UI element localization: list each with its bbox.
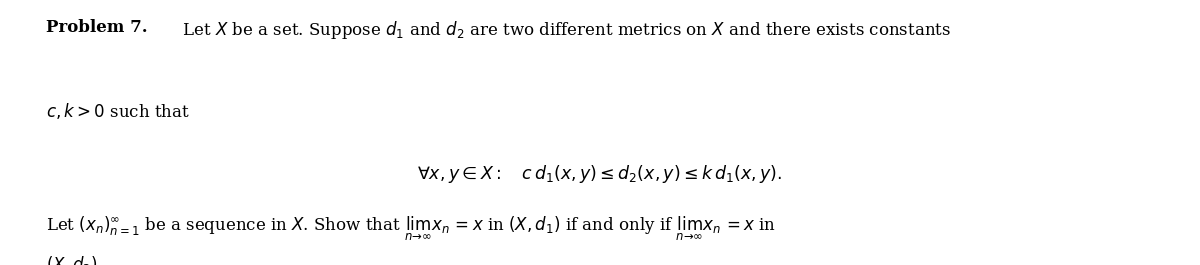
Text: $(X, d_2)$.: $(X, d_2)$. — [46, 254, 103, 265]
Text: Let $(x_n)_{n=1}^{\infty}$ be a sequence in $X$. Show that $\lim_{n \to \infty} : Let $(x_n)_{n=1}^{\infty}$ be a sequence… — [46, 215, 775, 243]
Text: Problem 7.: Problem 7. — [46, 19, 148, 36]
Text: $\forall x, y \in X: \quad c\,d_1(x, y) \leq d_2(x, y) \leq k\,d_1(x, y).$: $\forall x, y \in X: \quad c\,d_1(x, y) … — [418, 163, 782, 185]
Text: $c, k > 0$ such that: $c, k > 0$ such that — [46, 101, 190, 121]
Text: Let $X$ be a set. Suppose $d_1$ and $d_2$ are two different metrics on $X$ and t: Let $X$ be a set. Suppose $d_1$ and $d_2… — [176, 19, 950, 41]
